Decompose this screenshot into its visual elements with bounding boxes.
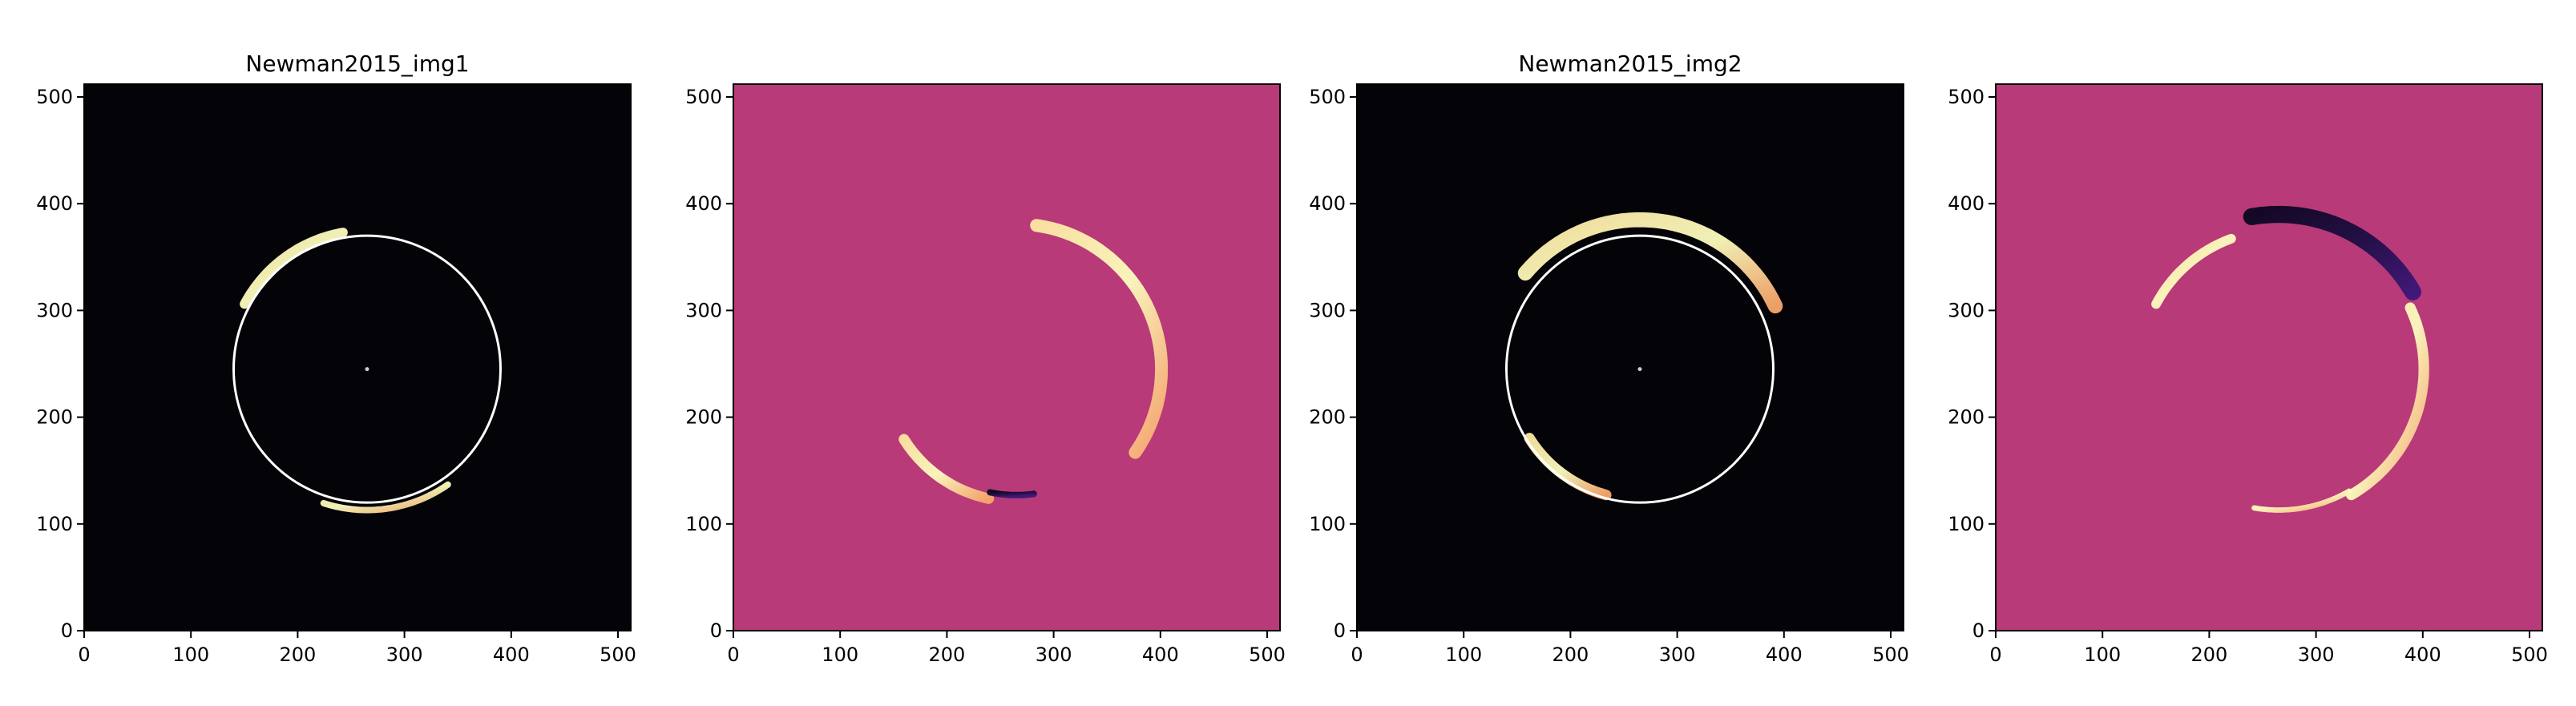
bright-arc-feature [1524, 433, 1612, 501]
panel-2: 0 100 200 300 400 500 0 100 200 300 400 500 [685, 83, 1286, 666]
center-dot [1637, 367, 1642, 372]
x-tick-label: 100 [2084, 643, 2121, 666]
panel-1: Newman2015_img1 0 100 200 300 400 500 0 100 200 30… [36, 50, 636, 666]
y-tick-label: 0 [61, 619, 73, 642]
x-tick-label: 300 [2298, 643, 2335, 666]
einstein-ring-circle [1504, 234, 1775, 504]
y-tick-label: 100 [36, 513, 73, 535]
x-tick-label: 200 [2191, 643, 2228, 666]
x-tick-label: 500 [2511, 643, 2548, 666]
y-tick-label: 200 [1948, 406, 1984, 429]
x-tick-label: 400 [493, 643, 530, 666]
x-tick-label: 100 [822, 643, 858, 666]
panel-4: 0 100 200 300 400 500 0 100 200 300 400 500 [1948, 83, 2548, 666]
x-tick-label: 500 [1872, 643, 1909, 666]
y-tick-label: 400 [1948, 192, 1984, 215]
y-tick-label: 200 [36, 406, 73, 429]
center-dot [365, 367, 369, 372]
y-tick-label: 200 [1309, 406, 1346, 429]
bright-arc-feature [2251, 488, 2352, 513]
y-tick-label: 0 [710, 619, 722, 642]
x-tick-label: 400 [1766, 643, 1803, 666]
panel-title: Newman2015_img1 [245, 50, 469, 77]
x-tick-label: 0 [727, 643, 739, 666]
bright-arc-feature [240, 228, 348, 309]
bright-arc-feature [2345, 302, 2429, 501]
x-tick-label: 500 [1249, 643, 1286, 666]
x-tick-label: 0 [78, 643, 90, 666]
einstein-ring-circle [232, 234, 502, 504]
x-tick-label: 400 [1142, 643, 1179, 666]
x-tick-label: 100 [172, 643, 209, 666]
y-tick-label: 100 [685, 513, 722, 535]
x-tick-label: 0 [1989, 643, 2001, 666]
dark-arc-feature [987, 489, 1037, 498]
y-tick-label: 100 [1948, 513, 1984, 535]
y-tick-label: 400 [1309, 192, 1346, 215]
x-tick-label: 300 [1036, 643, 1072, 666]
y-tick-label: 100 [1309, 513, 1346, 535]
y-tick-label: 500 [685, 86, 722, 108]
x-tick-label: 100 [1445, 643, 1482, 666]
y-tick-label: 300 [685, 299, 722, 321]
y-tick-label: 0 [1334, 619, 1346, 642]
bright-arc-feature [1517, 212, 1783, 314]
x-tick-label: 200 [1552, 643, 1589, 666]
image-background [1357, 84, 1904, 631]
y-tick-label: 0 [1972, 619, 1984, 642]
image-background [1996, 84, 2542, 631]
x-tick-label: 500 [600, 643, 636, 666]
y-tick-label: 300 [36, 299, 73, 321]
x-tick-label: 300 [386, 643, 423, 666]
y-tick-label: 300 [1309, 299, 1346, 321]
y-tick-label: 500 [1309, 86, 1346, 108]
y-tick-label: 500 [1948, 86, 1984, 108]
x-tick-label: 200 [280, 643, 317, 666]
image-background [84, 84, 631, 631]
x-tick-label: 300 [1659, 643, 1696, 666]
bright-arc-feature [898, 434, 995, 504]
panel-title: Newman2015_img2 [1518, 50, 1742, 77]
image-background [733, 84, 1280, 631]
y-tick-label: 300 [1948, 299, 1984, 321]
panel-3: Newman2015_img2 0 100 200 300 400 500 0 100 200 30… [1309, 50, 1909, 666]
y-tick-label: 400 [36, 192, 73, 215]
x-tick-label: 200 [929, 643, 966, 666]
dark-arc-feature [2243, 205, 2421, 301]
x-tick-label: 400 [2404, 643, 2441, 666]
x-tick-label: 0 [1351, 643, 1363, 666]
axes-frame [1356, 83, 1904, 631]
y-tick-label: 400 [685, 192, 722, 215]
axes-frame [83, 83, 632, 631]
bright-arc-feature [2151, 233, 2236, 309]
y-tick-label: 200 [685, 406, 722, 429]
y-tick-label: 500 [36, 86, 73, 108]
bright-arc-feature [1030, 219, 1169, 459]
bright-arc-feature [320, 481, 451, 514]
axes-frame [733, 83, 1281, 631]
axes-frame [1995, 83, 2543, 631]
